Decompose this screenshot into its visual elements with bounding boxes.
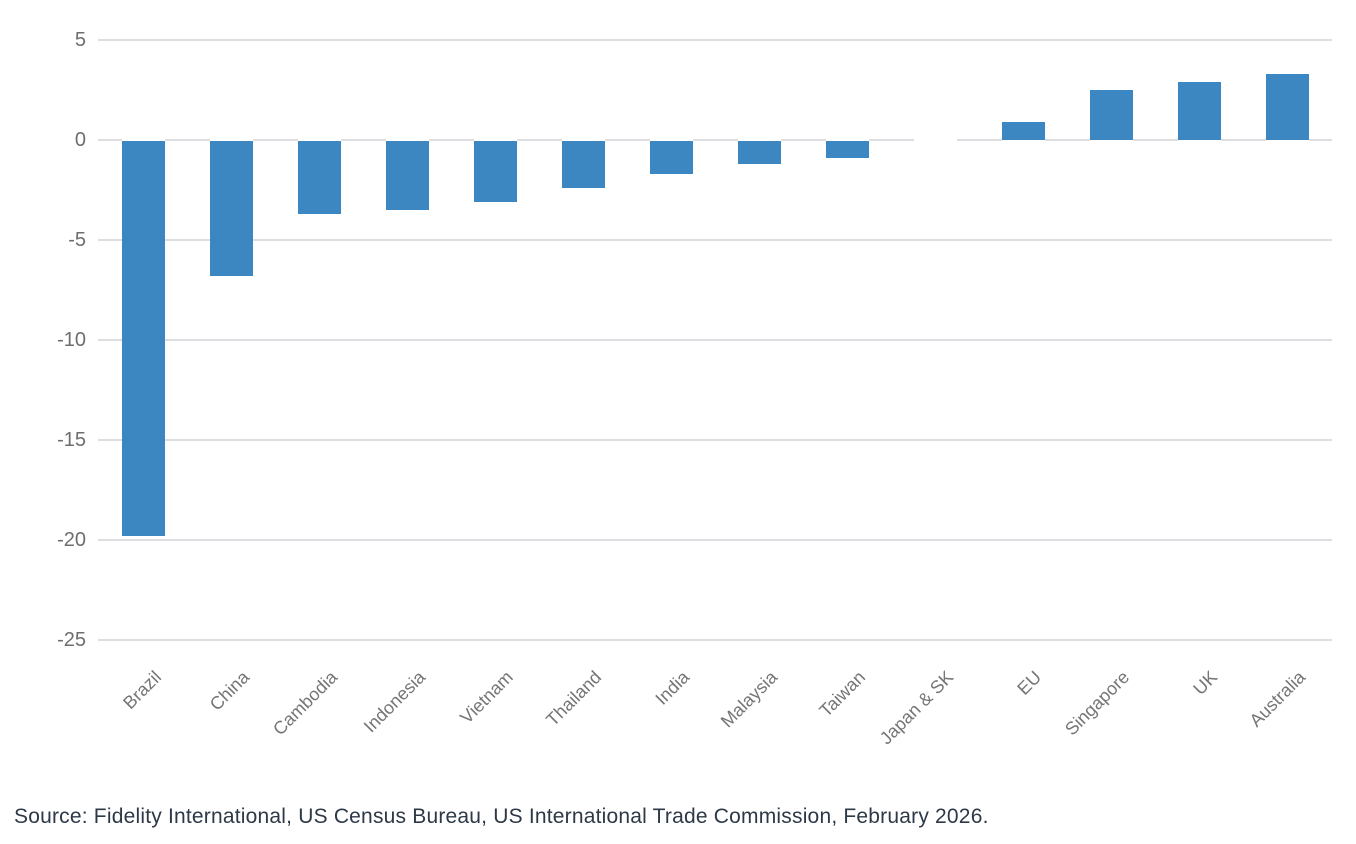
category-label: Taiwan xyxy=(815,667,870,721)
bar-vietnam xyxy=(473,141,517,202)
category-label: Singapore xyxy=(1060,667,1134,740)
trade-balance-bar-chart: 5 0 -5 -10 -15 -20 -25 Brazil China Cambodia Indon… xyxy=(57,29,1332,749)
category-label: Indonesia xyxy=(359,667,430,737)
category-label: India xyxy=(651,667,694,709)
y-axis-tick-label: -15 xyxy=(57,429,86,451)
category-label: China xyxy=(205,667,254,715)
zero-axis-segment xyxy=(252,139,298,141)
zero-axis-segment xyxy=(516,139,562,141)
y-axis-tick-label: -5 xyxy=(68,229,86,251)
gridline xyxy=(98,439,1332,441)
bar-malaysia xyxy=(737,141,781,164)
bar-eu xyxy=(1001,122,1045,140)
category-label: Thailand xyxy=(542,667,606,730)
bar-cambodia xyxy=(297,141,341,214)
bar-singapore xyxy=(1089,90,1133,140)
category-label: EU xyxy=(1013,667,1046,699)
zero-axis-segment xyxy=(98,139,122,141)
y-axis-tick-label: 5 xyxy=(74,29,86,51)
gridline xyxy=(98,639,1332,641)
zero-axis-segment xyxy=(164,139,210,141)
zero-axis-segment xyxy=(956,139,1002,141)
bar-thailand xyxy=(561,141,605,188)
gridline xyxy=(98,339,1332,341)
y-axis-tick-label: -10 xyxy=(57,329,86,351)
bar-australia xyxy=(1265,74,1309,140)
bar-china xyxy=(209,141,253,276)
gridline xyxy=(98,239,1332,241)
zero-axis-segment xyxy=(1132,139,1178,141)
bar-uk xyxy=(1177,82,1221,140)
category-label: Brazil xyxy=(119,667,166,713)
category-label: Malaysia xyxy=(716,667,782,732)
y-axis-tick-label: 0 xyxy=(74,129,86,151)
zero-axis-segment xyxy=(868,139,914,141)
category-label: Vietnam xyxy=(456,667,518,728)
category-label: Australia xyxy=(1245,667,1310,731)
category-label: Japan & SK xyxy=(875,667,958,749)
zero-axis-segment xyxy=(604,139,650,141)
zero-axis-segment xyxy=(692,139,738,141)
zero-axis-segment xyxy=(1308,139,1332,141)
y-axis-tick-label: -20 xyxy=(57,529,86,551)
bar-brazil xyxy=(121,141,165,536)
zero-axis-segment xyxy=(780,139,826,141)
zero-axis-segment xyxy=(428,139,474,141)
gridline xyxy=(98,39,1332,41)
category-label: UK xyxy=(1189,667,1222,699)
y-axis-tick-label: -25 xyxy=(57,629,86,651)
zero-axis-segment xyxy=(1220,139,1266,141)
category-label: Cambodia xyxy=(268,667,342,740)
zero-axis-segment xyxy=(340,139,386,141)
bar-indonesia xyxy=(385,141,429,210)
zero-axis-segment xyxy=(1044,139,1090,141)
source-note: Source: Fidelity International, US Censu… xyxy=(14,805,989,828)
bar-taiwan xyxy=(825,141,869,158)
gridline xyxy=(98,539,1332,541)
bar-india xyxy=(649,141,693,174)
